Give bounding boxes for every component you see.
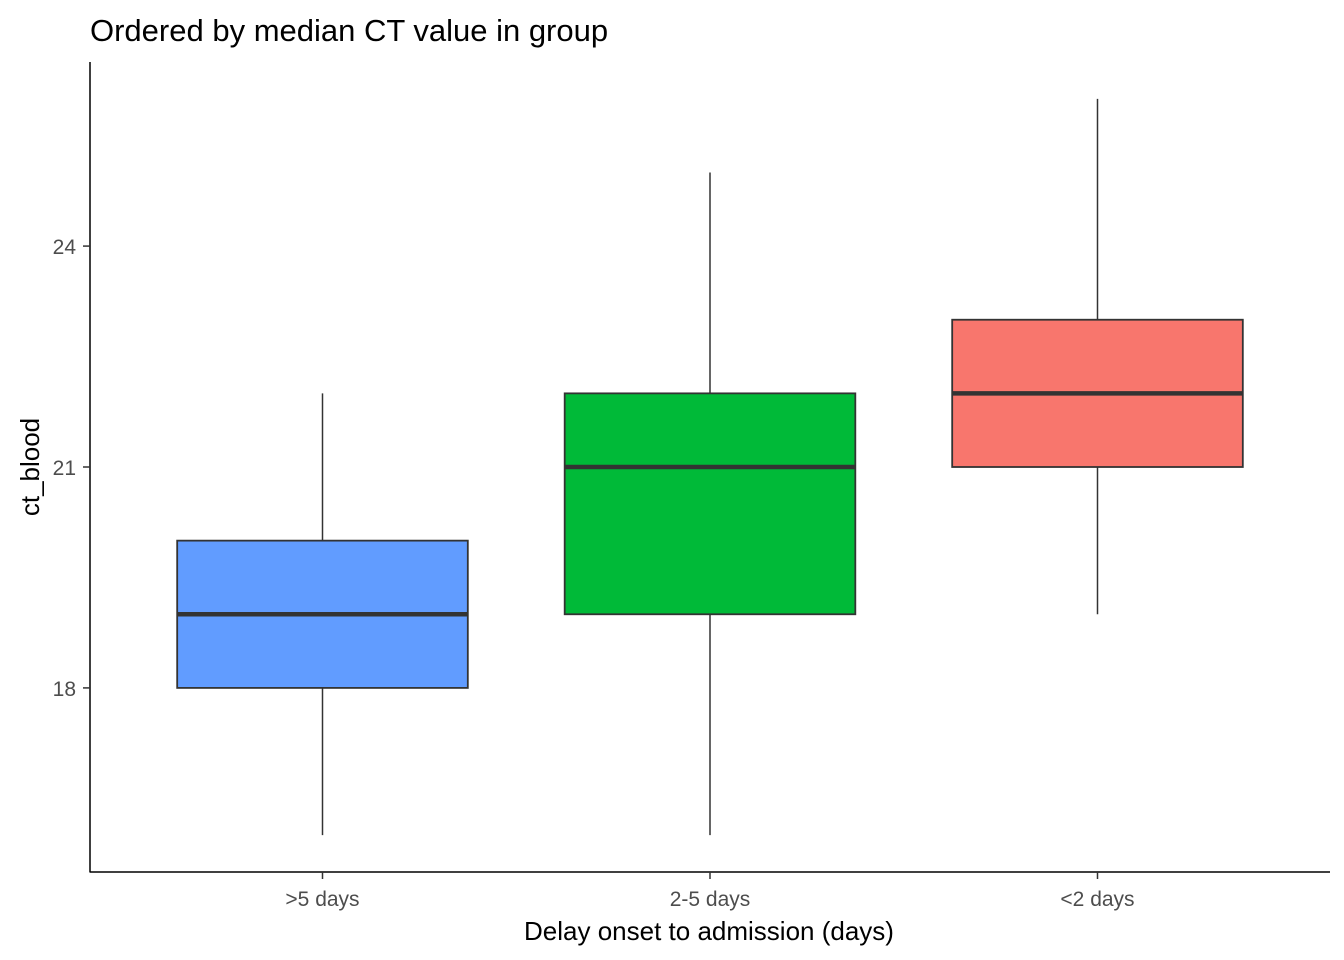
x-tick-label: 2-5 days xyxy=(670,888,751,911)
y-axis-ticks: 18 21 24 xyxy=(53,236,90,701)
box-0 xyxy=(176,393,469,836)
chart-title: Ordered by median CT value in group xyxy=(90,13,608,48)
x-axis-ticks: >5 days 2-5 days <2 days xyxy=(285,872,1135,911)
y-axis-title: ct_blood xyxy=(15,418,45,516)
x-axis-title: Delay onset to admission (days) xyxy=(524,916,894,946)
y-tick-label: 18 xyxy=(53,678,76,701)
y-tick-label: 21 xyxy=(53,457,76,480)
box-1 xyxy=(563,172,857,836)
y-tick-label: 24 xyxy=(53,236,77,259)
box-1-iqr-rect xyxy=(563,392,857,616)
plot-area xyxy=(176,98,1244,836)
x-tick-label: >5 days xyxy=(285,888,359,911)
box-2 xyxy=(951,98,1244,615)
x-tick-label: <2 days xyxy=(1060,888,1134,911)
